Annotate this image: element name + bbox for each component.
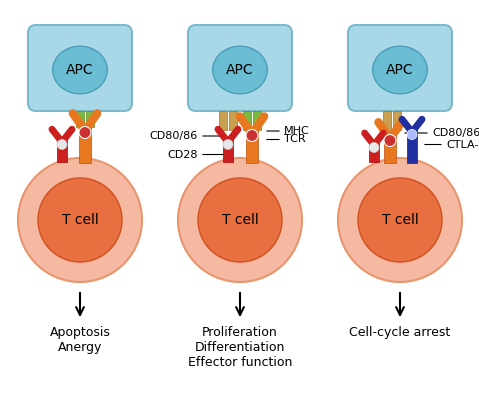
- Ellipse shape: [53, 46, 107, 94]
- Circle shape: [178, 158, 302, 282]
- Bar: [393, 111, 401, 130]
- Text: Cell-cycle arrest: Cell-cycle arrest: [349, 326, 451, 339]
- Ellipse shape: [213, 46, 267, 94]
- Text: Proliferation
Differentiation
Effector function: Proliferation Differentiation Effector f…: [188, 326, 292, 369]
- Text: T cell: T cell: [62, 213, 98, 227]
- Circle shape: [407, 130, 417, 140]
- Text: CD28: CD28: [168, 150, 198, 160]
- Text: T cell: T cell: [382, 213, 418, 227]
- Text: APC: APC: [226, 63, 254, 77]
- Circle shape: [384, 134, 396, 146]
- Circle shape: [246, 130, 258, 142]
- Bar: [384, 134, 396, 163]
- Bar: [223, 140, 233, 162]
- Circle shape: [338, 158, 462, 282]
- Bar: [86, 111, 94, 126]
- Bar: [369, 142, 379, 162]
- Text: APC: APC: [386, 63, 414, 77]
- Text: Apoptosis
Anergy: Apoptosis Anergy: [49, 326, 111, 354]
- FancyBboxPatch shape: [28, 25, 132, 111]
- Text: TCR: TCR: [284, 134, 306, 144]
- Circle shape: [57, 140, 67, 150]
- Bar: [79, 126, 91, 163]
- Circle shape: [18, 158, 142, 282]
- Text: CD80/86: CD80/86: [150, 131, 198, 141]
- Bar: [229, 111, 237, 130]
- Bar: [246, 130, 258, 163]
- Circle shape: [38, 178, 122, 262]
- Ellipse shape: [373, 46, 427, 94]
- Circle shape: [358, 178, 442, 262]
- Text: MHC: MHC: [284, 126, 310, 136]
- Bar: [243, 111, 251, 130]
- Bar: [407, 130, 417, 163]
- Circle shape: [369, 142, 379, 152]
- FancyBboxPatch shape: [348, 25, 452, 111]
- FancyBboxPatch shape: [188, 25, 292, 111]
- Bar: [383, 111, 391, 130]
- Text: CTLA-4: CTLA-4: [446, 140, 479, 150]
- Circle shape: [223, 140, 233, 150]
- Text: T cell: T cell: [222, 213, 258, 227]
- Text: APC: APC: [66, 63, 94, 77]
- Text: CD80/86: CD80/86: [432, 128, 479, 138]
- Circle shape: [198, 178, 282, 262]
- Circle shape: [79, 126, 91, 138]
- Bar: [57, 140, 67, 162]
- Bar: [219, 111, 227, 130]
- Bar: [76, 111, 84, 126]
- Bar: [253, 111, 261, 130]
